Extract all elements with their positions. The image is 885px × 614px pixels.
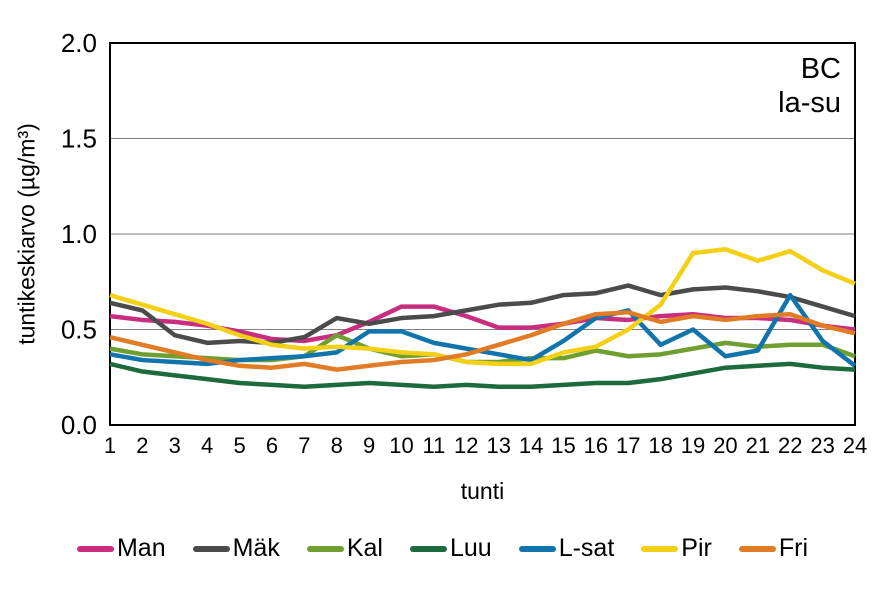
- legend-label: Fri: [778, 534, 809, 562]
- annotation-line-1: BC: [800, 53, 841, 85]
- x-tick-label: 3: [169, 433, 181, 458]
- x-tick-label: 2: [136, 433, 148, 458]
- x-tick-label: 9: [363, 433, 375, 458]
- x-tick-label: 18: [648, 433, 672, 458]
- x-tick-label: 22: [778, 433, 802, 458]
- x-tick-label: 5: [233, 433, 245, 458]
- legend-label: Luu: [449, 534, 492, 562]
- legend-swatch: [192, 545, 230, 552]
- legend-item-Kal: Kal: [306, 534, 383, 563]
- legend-label: Kal: [346, 534, 383, 562]
- chart-annotation: BC la-su: [778, 52, 841, 120]
- plot-frame: [109, 42, 856, 426]
- legend-swatch: [641, 545, 679, 552]
- y-tick-label: 0.5: [61, 315, 97, 345]
- legend-item-L-sat: L-sat: [518, 534, 615, 563]
- legend-item-Man: Man: [76, 534, 166, 563]
- legend-swatch: [306, 545, 344, 552]
- x-tick-label: 12: [454, 433, 478, 458]
- y-tick-label: 0.0: [61, 410, 97, 440]
- x-tick-label: 11: [422, 433, 445, 458]
- x-tick-label: 7: [298, 433, 310, 458]
- legend-swatch: [518, 545, 556, 552]
- legend-swatch: [76, 545, 114, 552]
- y-axis-title: tuntikeskiarvo (µg/m³): [13, 123, 40, 345]
- series-line-Pir: [109, 247, 856, 367]
- x-tick-label: 6: [266, 433, 278, 458]
- x-tick-label: 1: [104, 433, 116, 458]
- x-tick-label: 23: [810, 433, 834, 458]
- x-tick-label: 19: [681, 433, 705, 458]
- series-line-Man: [109, 304, 856, 344]
- x-tick-label: 10: [389, 433, 413, 458]
- x-tick-label: 16: [584, 433, 608, 458]
- x-tick-label: 24: [843, 433, 867, 458]
- legend-item-Mäk: Mäk: [192, 534, 280, 563]
- x-tick-label: 20: [713, 433, 737, 458]
- annotation-line-2: la-su: [778, 87, 841, 119]
- x-axis-title: tunti: [460, 478, 505, 504]
- legend-item-Fri: Fri: [738, 534, 809, 563]
- x-tick-label: 15: [551, 433, 575, 458]
- legend-swatch: [409, 545, 447, 552]
- y-tick-label: 2.0: [61, 28, 97, 58]
- x-tick-label: 13: [486, 433, 510, 458]
- x-tick-label: 17: [616, 433, 640, 458]
- y-tick-label: 1.0: [61, 219, 97, 249]
- x-tick-label: 21: [746, 433, 770, 458]
- x-tick-label: 14: [519, 433, 543, 458]
- series-line-Fri: [109, 310, 856, 372]
- y-tick-label: 1.5: [61, 124, 97, 154]
- legend: Man Mäk Kal Luu L-sat Pir Fri: [0, 534, 885, 563]
- legend-label: Man: [116, 534, 166, 562]
- legend-item-Luu: Luu: [409, 534, 492, 563]
- legend-label: Mäk: [232, 534, 280, 562]
- legend-label: Pir: [681, 534, 712, 562]
- x-tick-label: 4: [201, 433, 213, 458]
- series-line-Luu: [109, 361, 856, 390]
- x-tick-label: 8: [331, 433, 343, 458]
- series-line-Mäk: [109, 283, 856, 346]
- legend-label: L-sat: [558, 534, 615, 562]
- legend-swatch: [738, 545, 776, 552]
- legend-item-Pir: Pir: [641, 534, 712, 563]
